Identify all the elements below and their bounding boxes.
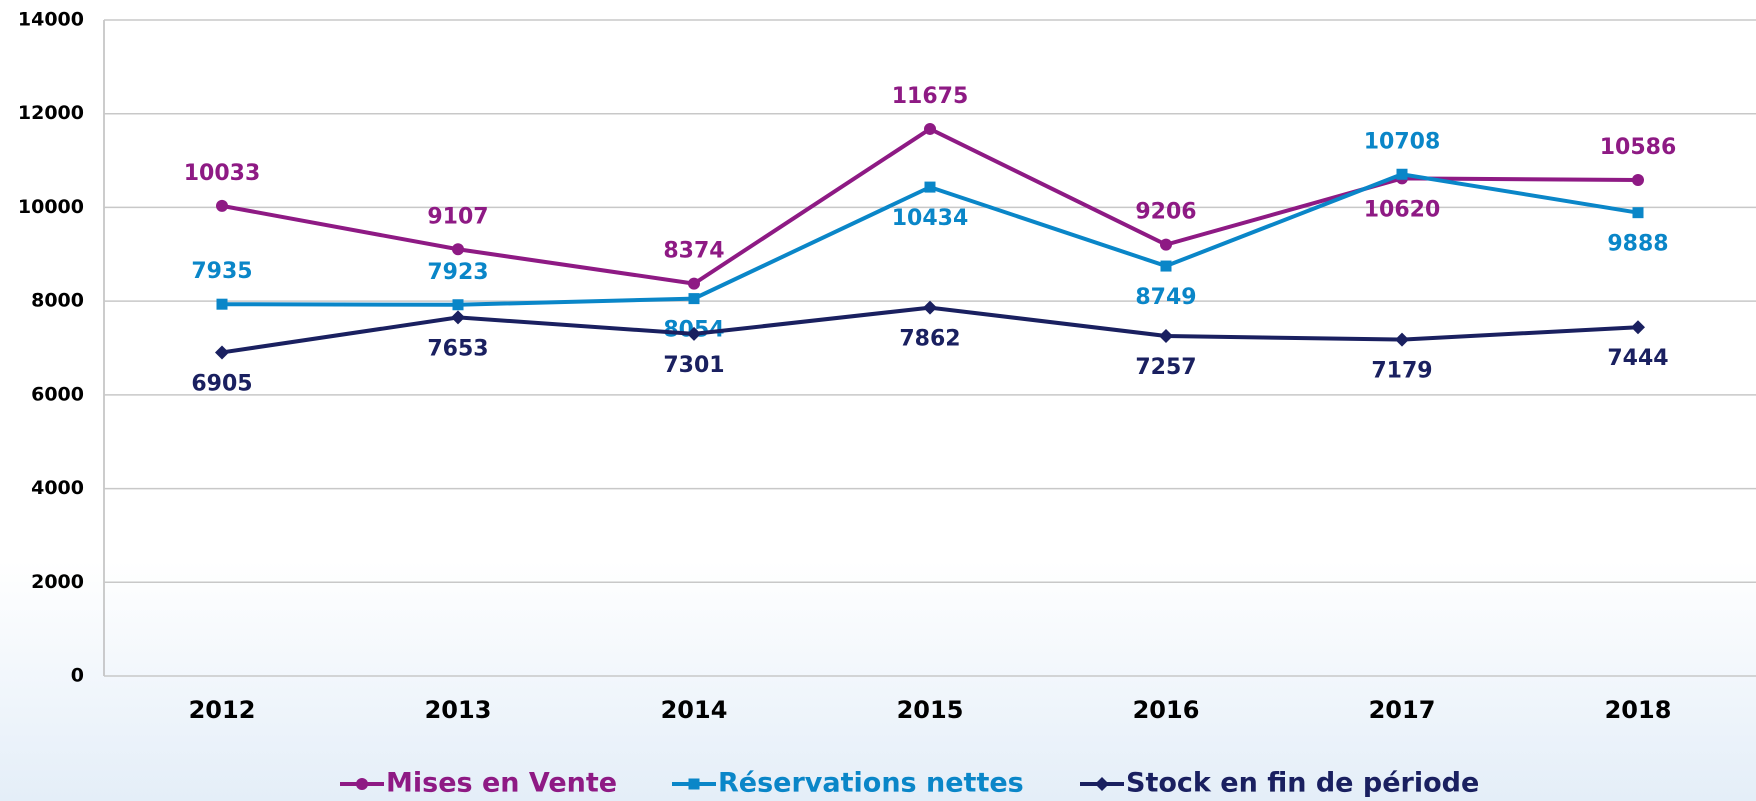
marker (1396, 168, 1408, 180)
data-label: 7179 (1371, 359, 1432, 384)
x-tick-label: 2016 (1133, 696, 1200, 724)
data-label: 8374 (663, 239, 724, 264)
data-label: 8749 (1135, 285, 1196, 310)
y-tick-label: 10000 (18, 196, 84, 218)
marker (688, 293, 700, 305)
marker (1160, 238, 1172, 251)
data-label: 7257 (1135, 355, 1196, 380)
x-tick-label: 2018 (1605, 696, 1672, 724)
data-label: 7301 (663, 353, 724, 378)
marker (1160, 260, 1172, 272)
data-label: 7444 (1607, 346, 1668, 371)
data-label: 9206 (1135, 200, 1196, 225)
marker (215, 345, 229, 360)
marker (356, 778, 368, 790)
marker (452, 243, 464, 256)
legend-label: Stock en fin de période (1126, 768, 1479, 799)
marker (452, 299, 464, 311)
data-label: 7862 (899, 327, 960, 352)
y-tick-label: 2000 (31, 571, 84, 593)
x-tick-label: 2013 (425, 696, 492, 724)
data-label: 7653 (427, 336, 488, 361)
y-tick-label: 4000 (31, 477, 84, 499)
marker (1632, 173, 1644, 186)
marker (1159, 328, 1173, 343)
marker (688, 277, 700, 290)
marker (451, 310, 465, 325)
data-label: 10620 (1364, 197, 1441, 222)
marker (1095, 777, 1109, 791)
marker (688, 778, 700, 790)
marker (1631, 320, 1645, 335)
marker (1632, 207, 1644, 219)
y-tick-label: 8000 (31, 290, 84, 312)
series-line (221, 172, 1639, 307)
x-tick-label: 2014 (661, 696, 728, 724)
marker (687, 326, 701, 341)
y-tick-label: 0 (71, 665, 84, 687)
data-label: 10033 (184, 161, 261, 186)
data-label: 6905 (191, 371, 252, 396)
data-label: 11675 (892, 84, 969, 109)
x-tick-label: 2015 (897, 696, 964, 724)
marker (216, 199, 228, 212)
data-label: 7935 (191, 259, 252, 284)
data-label: 9888 (1607, 232, 1668, 257)
y-tick-label: 6000 (31, 383, 84, 405)
data-label: 9107 (427, 204, 488, 229)
legend-label: Mises en Vente (386, 768, 617, 799)
marker (923, 300, 937, 315)
legend-label: Réservations nettes (718, 768, 1024, 799)
data-label: 10708 (1364, 129, 1441, 154)
data-label: 10434 (892, 206, 969, 231)
marker (1395, 332, 1409, 347)
marker (924, 181, 936, 193)
marker (216, 298, 228, 310)
y-tick-label: 12000 (18, 102, 84, 124)
marker (924, 122, 936, 135)
data-label: 7923 (427, 260, 488, 285)
x-tick-label: 2012 (189, 696, 256, 724)
x-tick-label: 2017 (1369, 696, 1436, 724)
y-tick-label: 14000 (18, 9, 84, 31)
data-label: 10586 (1600, 135, 1677, 160)
